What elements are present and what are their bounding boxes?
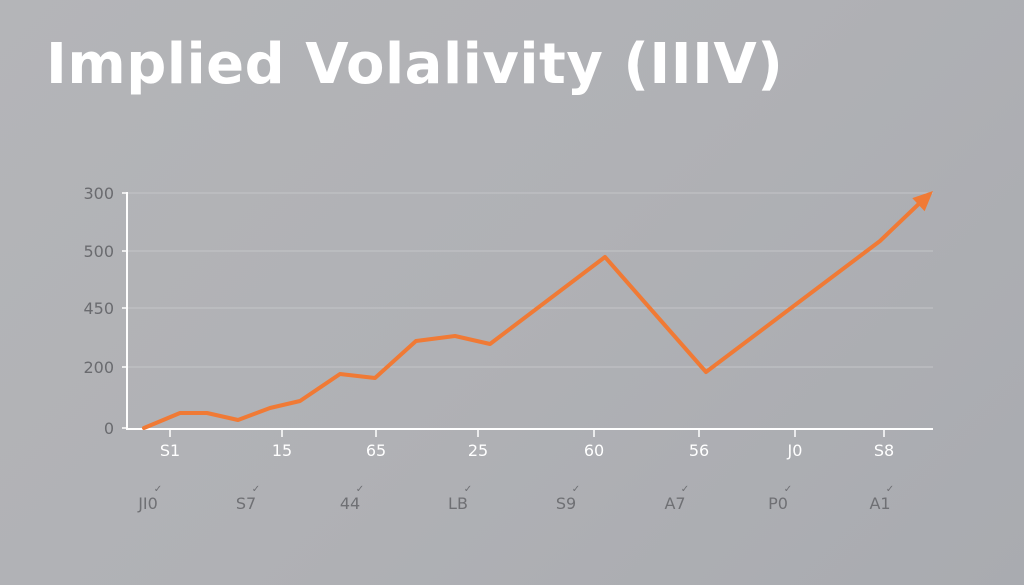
x-tick-label: J0 [787,441,803,460]
x-sub-label: A1 [869,494,890,513]
checkmark-icon: ✓ [572,484,580,495]
x-axis-ticks: S1✓JI015✓S765✓4425✓LB60✓S956✓A7J0✓P0S8✓A… [137,430,894,513]
x-sub-label: S7 [236,494,256,513]
arrowhead-icon [912,191,933,212]
x-sub-label: P0 [768,494,788,513]
x-tick-label: 56 [689,441,709,460]
x-tick-label: S8 [874,441,894,460]
y-tick-label: 200 [83,358,114,377]
y-tick-label: 300 [83,184,114,203]
x-tick-label: 15 [272,441,292,460]
axes [126,192,933,430]
checkmark-icon: ✓ [681,484,689,495]
y-tick-label: 0 [104,419,114,438]
x-tick-label: 65 [366,441,386,460]
checkmark-icon: ✓ [154,484,162,495]
checkmark-icon: ✓ [356,484,364,495]
y-tick-label: 450 [83,299,114,318]
checkmark-icon: ✓ [886,484,894,495]
y-axis-ticks: 300 500 450 200 0 [83,184,127,438]
y-tick-label: 500 [83,242,114,261]
checkmark-icon: ✓ [464,484,472,495]
x-tick-label: 25 [468,441,488,460]
checkmark-icon: ✓ [252,484,260,495]
gridlines [128,192,933,368]
series-line [142,191,933,430]
x-tick-label: 60 [584,441,604,460]
x-sub-label: JI0 [137,494,158,513]
checkmark-icon: ✓ [784,484,792,495]
x-tick-label: S1 [160,441,180,460]
iv-line [142,196,927,430]
x-sub-label: A7 [664,494,685,513]
x-sub-label: 44 [340,494,360,513]
x-sub-label: S9 [556,494,576,513]
x-sub-label: LB [448,494,468,513]
chart-title: Implied Volalivity (IIIV) [46,32,784,97]
